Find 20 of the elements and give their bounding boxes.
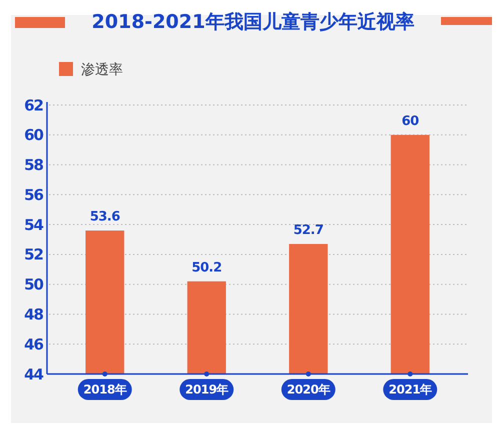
y-tick-label: 58 xyxy=(24,156,44,174)
x-tick-label: 2020年 xyxy=(286,382,330,397)
y-tick-label: 44 xyxy=(24,365,44,384)
data-label: 53.6 xyxy=(90,210,120,225)
x-tick-label: 2021年 xyxy=(388,382,432,397)
y-tick-label: 50 xyxy=(24,276,44,294)
y-tick-label: 56 xyxy=(24,186,44,204)
y-tick-label: 46 xyxy=(24,335,44,354)
y-tick-label: 62 xyxy=(24,96,44,114)
legend-label: 渗透率 xyxy=(81,62,123,78)
data-label: 50.2 xyxy=(192,260,222,276)
y-tick-label: 54 xyxy=(24,216,44,234)
x-tick-label: 2018年 xyxy=(83,382,127,397)
data-label: 52.7 xyxy=(293,222,324,238)
chart-title: 2018-2021年我国儿童青少年近视率 xyxy=(92,11,414,33)
data-label: 60 xyxy=(402,114,420,129)
y-tick-label: 48 xyxy=(24,305,44,324)
y-tick-label: 52 xyxy=(24,246,44,264)
x-tick-label: 2019年 xyxy=(185,382,229,397)
y-tick-label: 60 xyxy=(24,126,44,144)
